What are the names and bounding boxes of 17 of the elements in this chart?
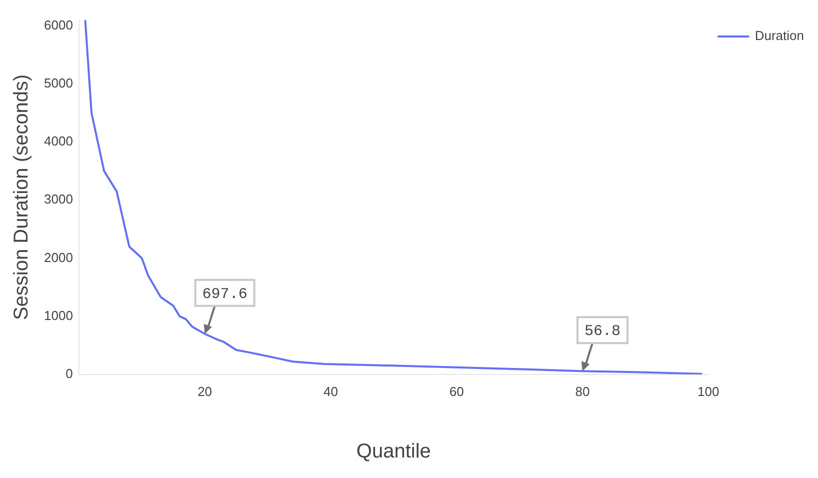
x-tick-label: 100	[698, 384, 720, 399]
y-tick-label: 0	[66, 366, 73, 381]
legend-label: Duration	[754, 28, 804, 44]
annotation: 56.8	[584, 323, 620, 340]
y-axis-title: Session Duration (seconds)	[10, 74, 33, 320]
y-tick-label: 4000	[44, 134, 73, 149]
x-axis-title: Quantile	[356, 440, 431, 463]
x-tick-label: 60	[449, 384, 464, 399]
y-tick-label: 6000	[44, 17, 73, 32]
y-tick-label: 5000	[44, 75, 73, 90]
annotation: 697.6	[202, 286, 248, 303]
x-tick-label: 20	[198, 384, 212, 399]
y-tick-label: 3000	[44, 192, 73, 207]
y-tick-label: 2000	[44, 250, 73, 265]
x-tick-label: 40	[323, 384, 338, 399]
x-tick-label: 80	[575, 384, 590, 399]
y-tick-label: 1000	[44, 308, 73, 323]
